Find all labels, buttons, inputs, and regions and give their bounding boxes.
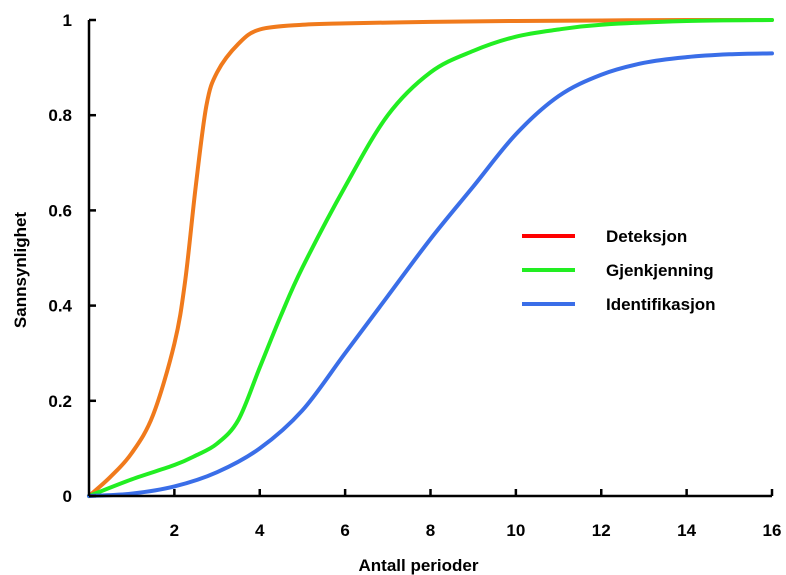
y-axis-title: Sannsynlighet [11,212,30,329]
legend-label-gjenkjenning: Gjenkjenning [606,261,714,280]
legend-label-identifikasjon: Identifikasjon [606,295,716,314]
x-axis-title: Antall perioder [359,556,479,575]
legend: Deteksjon Gjenkjenning Identifikasjon [522,227,716,314]
y-tick-label: 1 [63,11,72,30]
x-tick-label: 6 [340,521,349,540]
series-line-identifikasjon [87,51,774,498]
x-axis-ticks: 2 4 6 8 10 12 14 16 [170,489,782,540]
y-tick-label: 0.4 [48,297,72,316]
legend-label-deteksjon: Deteksjon [606,227,687,246]
x-tick-label: 10 [506,521,525,540]
x-tick-label: 12 [592,521,611,540]
x-tick-label: 16 [763,521,782,540]
y-axis-ticks: 0 0.2 0.4 0.6 0.8 1 [48,11,96,506]
y-tick-label: 0.2 [48,392,72,411]
series-lines [87,17,774,498]
series-line-deteksjon [87,17,774,498]
x-tick-label: 14 [677,521,696,540]
x-tick-label: 8 [426,521,435,540]
y-tick-label: 0.6 [48,201,72,220]
x-tick-label: 4 [255,521,265,540]
axes: 2 4 6 8 10 12 14 16 0 0.2 0.4 0.6 0.8 1 [48,11,781,540]
series-line-gjenkjenning [87,18,774,498]
y-tick-label: 0 [63,487,72,506]
x-tick-label: 2 [170,521,179,540]
y-tick-label: 0.8 [48,106,72,125]
